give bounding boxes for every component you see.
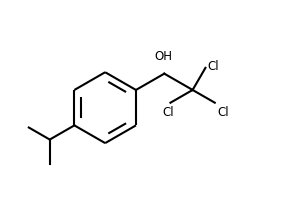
Text: Cl: Cl — [217, 105, 229, 119]
Text: Cl: Cl — [208, 60, 219, 73]
Text: Cl: Cl — [162, 105, 174, 119]
Text: OH: OH — [154, 50, 172, 63]
